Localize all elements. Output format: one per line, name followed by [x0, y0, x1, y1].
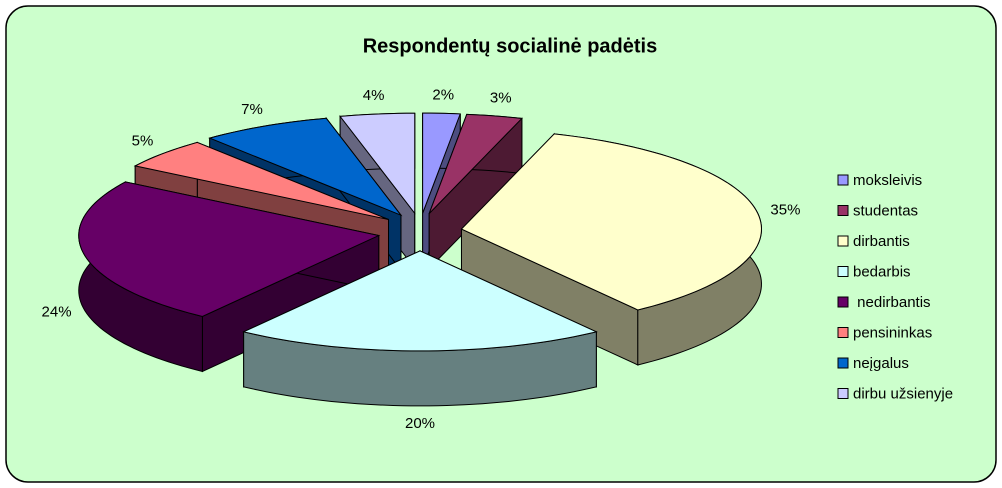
slice-top: [460, 133, 762, 311]
legend-label: neįgalus: [853, 355, 909, 372]
legend-label: nedirbantis: [853, 294, 931, 311]
data-label: 35%: [770, 202, 800, 219]
chart-title: Respondentų socialinė padėtis: [363, 35, 658, 57]
legend-swatch: [837, 357, 849, 369]
pie-slice: [78, 181, 381, 373]
legend-swatch: [837, 266, 849, 277]
legend-label: dirbantis: [853, 233, 910, 250]
legend-swatch: [837, 296, 849, 308]
legend-swatch: [837, 388, 849, 399]
legend-label: moksleivis: [853, 172, 922, 189]
legend-swatch: [837, 235, 849, 247]
data-label: 3%: [490, 89, 512, 106]
data-label: 24%: [42, 304, 72, 321]
slice-top: [428, 113, 523, 214]
legend-swatch: [837, 174, 849, 186]
slice-top: [208, 117, 403, 217]
slice-top: [78, 181, 381, 317]
data-label: 4%: [363, 87, 385, 104]
pie-slice: [428, 113, 523, 270]
data-label: 20%: [405, 415, 435, 432]
legend-swatch: [837, 205, 849, 216]
legend-label: pensininkas: [853, 324, 932, 341]
data-label: 7%: [241, 101, 263, 118]
slice-top: [242, 250, 598, 352]
legend-label: studentas: [853, 202, 918, 219]
legend-label: dirbu užsienyje: [853, 385, 953, 402]
legend-label: bedarbis: [853, 263, 911, 280]
slice-top: [422, 112, 461, 214]
slice-top: [133, 141, 389, 220]
pie-slice: [242, 250, 598, 407]
slice-top: [339, 112, 416, 215]
data-label: 5%: [132, 132, 154, 149]
data-label: 2%: [432, 86, 454, 103]
legend-swatch: [837, 327, 849, 338]
